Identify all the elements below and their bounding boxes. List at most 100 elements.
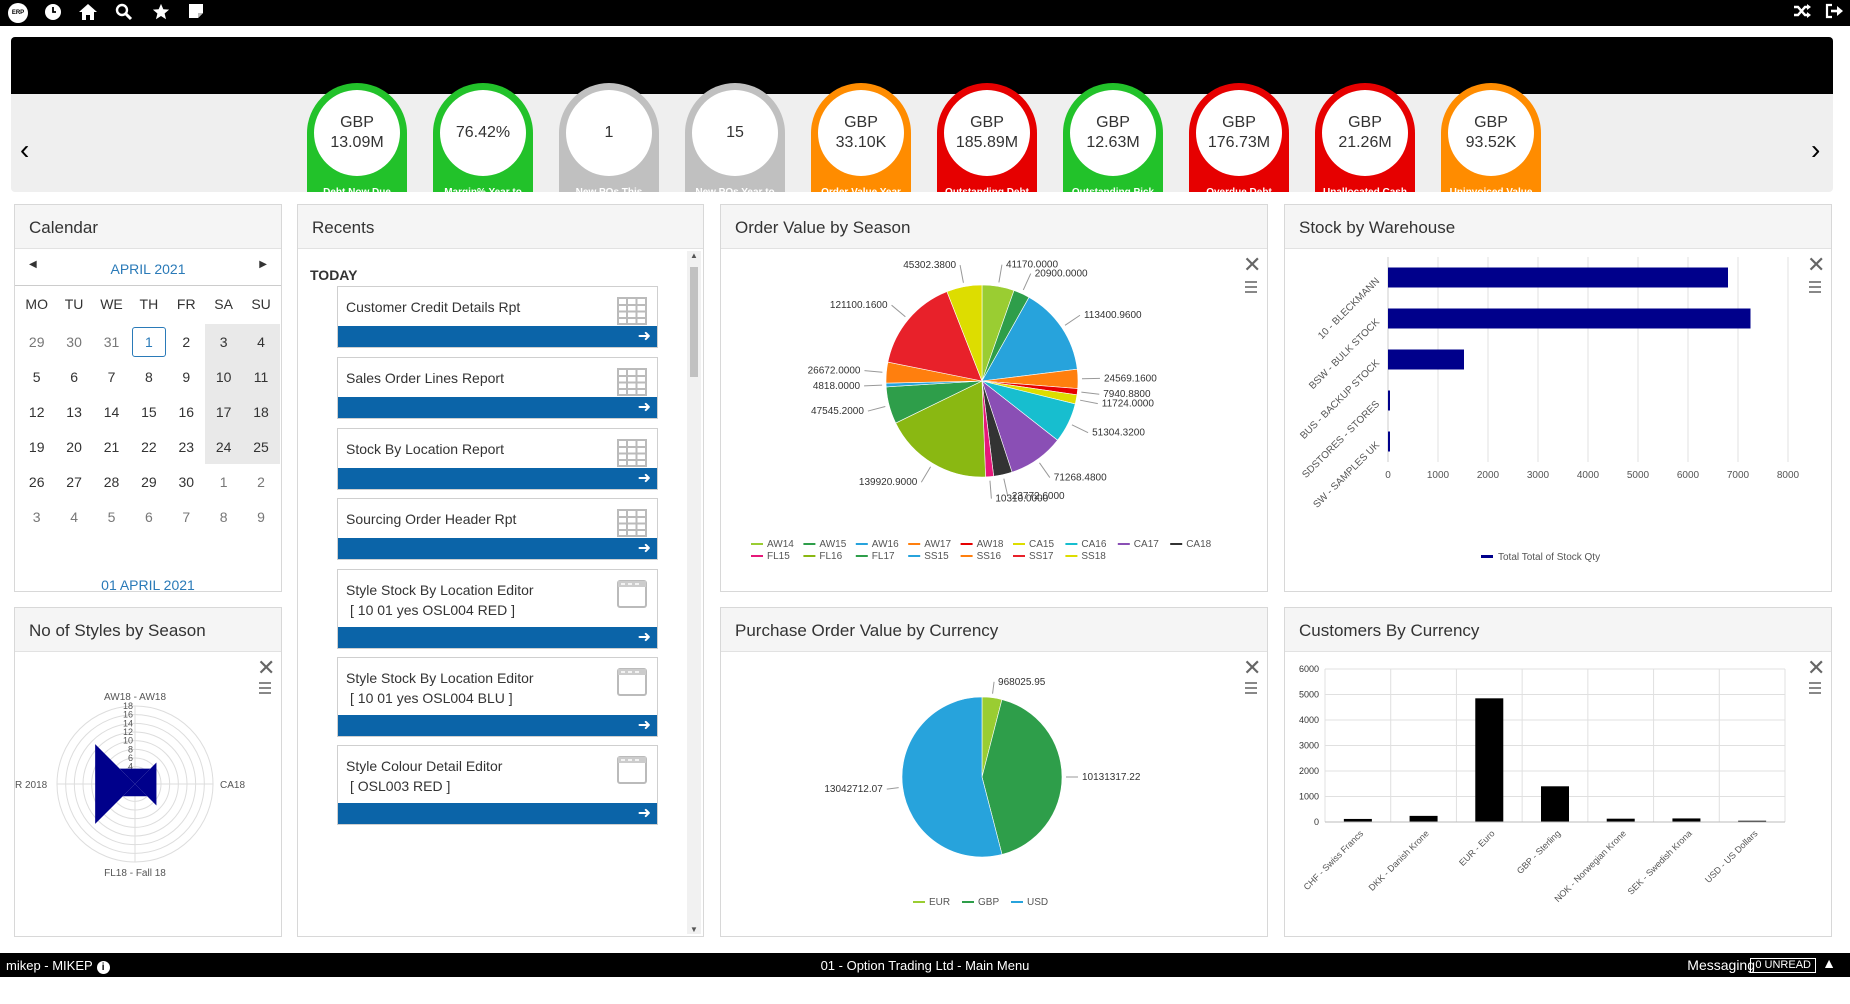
scroll-up-icon[interactable]: ▲ [690,251,698,260]
calendar-day[interactable]: 2 [168,324,205,359]
calendar-day[interactable]: 7 [168,499,205,534]
calendar-day[interactable]: 3 [18,499,55,534]
calendar-day[interactable]: 18 [242,394,280,429]
scroll-down-icon[interactable]: ▼ [690,925,698,934]
arrow-right-icon[interactable]: ➜ [637,399,651,416]
search-icon[interactable] [114,3,134,23]
calendar-day[interactable]: 31 [93,324,130,359]
calendar-next-button[interactable]: ▶ [259,259,267,270]
kpi-tile[interactable]: 15 New POs Year to Date [685,83,785,192]
arrow-right-icon[interactable]: ➜ [637,717,651,734]
kpi-tile[interactable]: GBP 21.26M Unallocated Cash [1315,83,1415,192]
calendar-day[interactable]: 8 [130,359,167,394]
kpi-tile[interactable]: GBP 185.89M Outstanding Debt [937,83,1037,192]
calendar-day[interactable]: 30 [55,324,92,359]
arrow-right-icon[interactable]: ➜ [637,540,651,557]
calendar-day[interactable]: 6 [130,499,167,534]
calendar-day[interactable]: 29 [130,464,167,499]
calendar-day[interactable]: 14 [93,394,130,429]
chart-menu-icon[interactable] [1809,281,1821,296]
calendar-day[interactable]: 11 [242,359,280,394]
star-icon[interactable] [151,3,171,23]
kpi-tile[interactable]: GBP 13.09M Debt Now Due [307,83,407,192]
recent-item[interactable]: Style Colour Detail Editor [ OSL003 RED ]… [337,745,658,825]
kpi-next-button[interactable]: › [1811,134,1821,165]
calendar-day[interactable]: 26 [18,464,55,499]
calendar-selected-date[interactable]: 01 APRIL 2021 [101,577,195,591]
calendar-day[interactable]: 20 [55,429,92,464]
erp-logo-icon[interactable]: ERP [8,3,28,23]
recent-item-open-bar[interactable]: ➜ [338,627,657,648]
recent-item[interactable]: Style Stock By Location Editor [ 10 01 ye… [337,569,658,649]
calendar-day[interactable]: 22 [130,429,167,464]
kpi-tile[interactable]: GBP 176.73M Overdue Debt [1189,83,1289,192]
recent-item-open-bar[interactable]: ➜ [338,326,657,347]
arrow-right-icon[interactable]: ➜ [637,805,651,822]
calendar-day[interactable]: 1 [205,464,242,499]
recent-item[interactable]: Style Stock By Location Editor [ 10 01 ye… [337,657,658,737]
calendar-month[interactable]: APRIL 2021 [110,261,186,277]
calendar-day[interactable]: 16 [168,394,205,429]
kpi-tile[interactable]: 76.42% Margin% Year to Date [433,83,533,192]
calendar-day[interactable]: 27 [55,464,92,499]
close-icon[interactable]: ✕ [1807,655,1826,680]
close-icon[interactable]: ✕ [1243,655,1262,680]
info-icon[interactable]: i [96,961,110,974]
calendar-day[interactable]: 21 [93,429,130,464]
scrollbar-thumb[interactable] [690,267,698,377]
chart-menu-icon[interactable] [1245,682,1257,697]
note-icon[interactable] [186,3,206,23]
recent-item-open-bar[interactable]: ➜ [338,803,657,824]
clock-icon[interactable] [43,3,63,23]
current-user[interactable]: mikep - MIKEP i [6,958,110,974]
calendar-day[interactable]: 23 [168,429,205,464]
kpi-tile[interactable]: 1 New POs This Period [559,83,659,192]
calendar-day[interactable]: 2 [242,464,279,499]
kpi-tile[interactable]: GBP 33.10K Order Value Year To Date [811,83,911,192]
chart-menu-icon[interactable] [1809,682,1821,697]
calendar-day[interactable]: 6 [55,359,92,394]
calendar-day[interactable]: 28 [93,464,130,499]
arrow-right-icon[interactable]: ➜ [637,470,651,487]
recent-item-open-bar[interactable]: ➜ [338,538,657,559]
calendar-day[interactable]: 17 [204,394,243,429]
chart-menu-icon[interactable] [259,682,271,697]
calendar-day[interactable]: 8 [205,499,242,534]
calendar-day[interactable]: 9 [168,359,205,394]
calendar-day[interactable]: 12 [18,394,55,429]
calendar-day[interactable]: 9 [242,499,279,534]
calendar-day[interactable]: 4 [242,324,280,359]
calendar-day[interactable]: 19 [18,429,55,464]
calendar-day[interactable]: 3 [204,324,243,359]
calendar-day[interactable]: 29 [18,324,55,359]
kpi-tile[interactable]: GBP 93.52K Uninvoiced Value [1441,83,1541,192]
arrow-right-icon[interactable]: ➜ [637,328,651,345]
close-icon[interactable]: ✕ [1243,252,1262,277]
shuffle-icon[interactable] [1792,3,1812,23]
calendar-prev-button[interactable]: ◀ [29,259,37,270]
close-icon[interactable]: ✕ [1807,252,1826,277]
calendar-day[interactable]: 15 [130,394,167,429]
recent-item-open-bar[interactable]: ➜ [338,468,657,489]
kpi-prev-button[interactable]: ‹ [20,134,30,165]
calendar-day[interactable]: 7 [93,359,130,394]
calendar-day[interactable]: 5 [93,499,130,534]
chart-menu-icon[interactable] [1245,281,1257,296]
logout-icon[interactable] [1824,3,1844,23]
calendar-day[interactable]: 30 [168,464,205,499]
close-icon[interactable]: ✕ [257,655,276,680]
unread-badge[interactable]: 0 UNREAD [1750,958,1816,973]
home-icon[interactable] [78,3,98,23]
recent-item[interactable]: Customer Credit Details Rpt ➜ [337,286,658,348]
recents-scrollbar[interactable]: ▲ ▼ [687,251,701,934]
arrow-right-icon[interactable]: ➜ [637,629,651,646]
calendar-day[interactable]: 4 [55,499,92,534]
calendar-day[interactable]: 24 [204,429,243,464]
recent-item[interactable]: Stock By Location Report ➜ [337,428,658,490]
calendar-day[interactable]: 13 [55,394,92,429]
recent-item[interactable]: Sourcing Order Header Rpt ➜ [337,498,658,560]
messaging-label[interactable]: Messaging [1687,957,1755,973]
recent-item-open-bar[interactable]: ➜ [338,715,657,736]
recent-item[interactable]: Sales Order Lines Report ➜ [337,357,658,419]
calendar-day[interactable]: 5 [18,359,55,394]
